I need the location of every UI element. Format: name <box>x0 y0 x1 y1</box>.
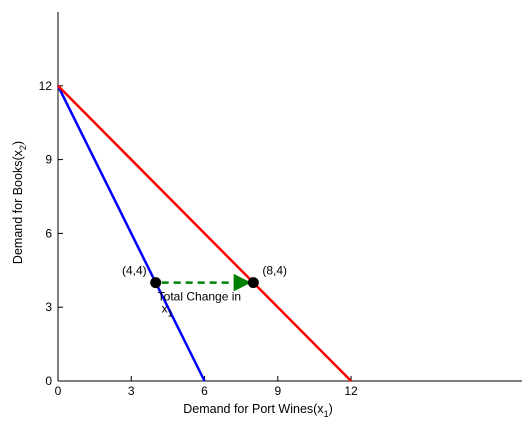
data-points: (4,4) (8,4) <box>122 264 287 289</box>
arrow-label-var: x <box>162 302 168 316</box>
y-tick-label: 3 <box>45 300 52 314</box>
y-ticks: 0 3 6 9 12 <box>39 79 63 388</box>
series-line-2 <box>57 84 352 382</box>
arrow-label-line2: x1 <box>162 302 173 319</box>
x-ticks: 0 3 6 9 12 <box>55 376 358 398</box>
y-tick-label: 9 <box>45 153 52 167</box>
y-tick-label: 12 <box>39 79 53 93</box>
x-axis-label-subscript: 1 <box>324 409 329 419</box>
x-axis-label-text: Demand for Port Wines(x <box>183 402 324 416</box>
y-axis-label: Demand for Books(x2) <box>11 141 28 264</box>
x-tick-label: 6 <box>201 384 208 398</box>
x-tick-label: 12 <box>344 384 358 398</box>
x-tick-label: 9 <box>274 384 281 398</box>
arrow-label-subscript: 1 <box>168 309 173 319</box>
point-label: (8,4) <box>262 264 287 278</box>
arrow-label-line1: Total Change in <box>158 290 241 304</box>
point-marker <box>247 277 259 289</box>
y-axis-label-close: ) <box>11 141 25 145</box>
x-tick-label: 0 <box>55 384 62 398</box>
axes <box>57 12 522 382</box>
series-lines <box>56 84 352 382</box>
x-axis-label: Demand for Port Wines(x1) <box>183 402 333 419</box>
point-marker <box>150 277 162 289</box>
series-line-1 <box>56 85 206 382</box>
x-axis-label-close: ) <box>329 402 333 416</box>
x-tick-label: 3 <box>128 384 135 398</box>
y-tick-label: 0 <box>45 374 52 388</box>
point-label: (4,4) <box>122 264 147 278</box>
y-tick-label: 6 <box>45 226 52 240</box>
y-axis-label-subscript: 2 <box>18 145 28 150</box>
y-axis-label-text: Demand for Books(x <box>11 149 25 264</box>
